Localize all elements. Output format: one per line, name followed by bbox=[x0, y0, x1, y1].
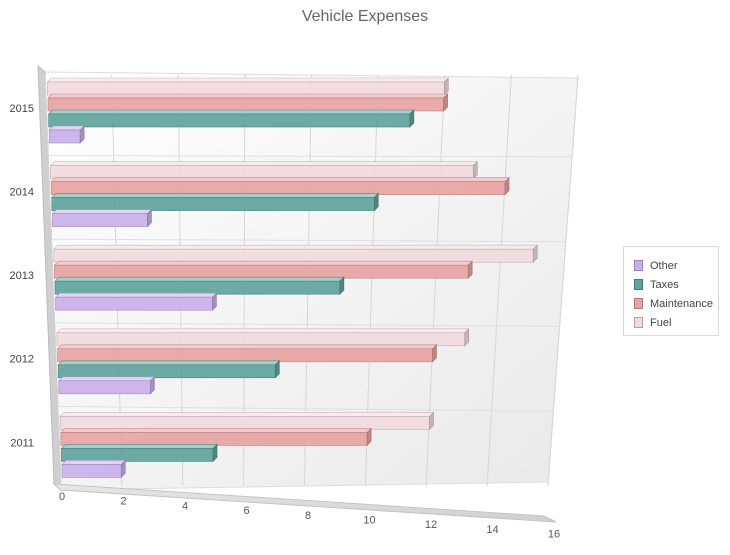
legend-swatch bbox=[634, 317, 643, 328]
legend-swatch bbox=[634, 260, 643, 271]
legend-label: Fuel bbox=[650, 316, 672, 329]
legend-item-taxes[interactable]: Taxes bbox=[634, 275, 718, 294]
category-label: 2015 bbox=[10, 103, 34, 115]
category-label: 2011 bbox=[10, 437, 34, 449]
legend-item-other[interactable]: Other bbox=[634, 256, 718, 275]
legend-item-fuel[interactable]: Fuel bbox=[634, 313, 718, 332]
gridline bbox=[44, 74, 62, 487]
chart-title: Vehicle Expenses bbox=[301, 8, 429, 25]
x-tick-label: 0 bbox=[59, 491, 65, 503]
category-separator bbox=[48, 155, 573, 158]
x-tick-label: 10 bbox=[363, 515, 375, 527]
bar-other-2015[interactable] bbox=[48, 125, 85, 144]
bar-maintenance-2015[interactable] bbox=[47, 93, 449, 112]
legend-swatch bbox=[634, 298, 643, 309]
x-tick-label: 8 bbox=[305, 510, 311, 522]
x-tick-label: 16 bbox=[548, 529, 560, 541]
legend-label: Other bbox=[650, 259, 678, 272]
bar-taxes-2015[interactable] bbox=[47, 109, 415, 128]
bar-fuel-2012[interactable] bbox=[56, 328, 470, 347]
legend: Other Taxes Maintenance Fuel bbox=[623, 246, 719, 336]
bar-maintenance-2012[interactable] bbox=[56, 344, 438, 363]
bar-fuel-2013[interactable] bbox=[53, 244, 538, 263]
x-tick-label: 6 bbox=[243, 505, 249, 517]
category-label: 2014 bbox=[10, 187, 34, 199]
gridline bbox=[486, 74, 512, 487]
x-tick-label: 14 bbox=[486, 524, 498, 536]
category-separator bbox=[57, 405, 555, 412]
bar-other-2014[interactable] bbox=[51, 208, 153, 228]
bar-other-2012[interactable] bbox=[58, 376, 156, 395]
x-tick-label: 4 bbox=[182, 500, 188, 512]
bar-taxes-2011[interactable] bbox=[60, 443, 218, 463]
bar-taxes-2012[interactable] bbox=[57, 360, 281, 379]
legend-swatch bbox=[634, 279, 643, 290]
bar-other-2011[interactable] bbox=[61, 459, 126, 479]
x-tick-label: 2 bbox=[120, 496, 126, 508]
legend-label: Taxes bbox=[650, 278, 679, 291]
bar-taxes-2013[interactable] bbox=[54, 276, 345, 295]
bar-fuel-2011[interactable] bbox=[59, 411, 435, 431]
category-separator bbox=[54, 322, 561, 327]
bar-maintenance-2013[interactable] bbox=[53, 260, 473, 279]
gridline bbox=[547, 74, 579, 487]
bar-other-2013[interactable] bbox=[54, 292, 218, 311]
bar-taxes-2014[interactable] bbox=[51, 192, 380, 212]
bar-maintenance-2011[interactable] bbox=[60, 427, 372, 447]
category-label: 2013 bbox=[10, 270, 34, 282]
bar-fuel-2014[interactable] bbox=[49, 160, 479, 180]
x-tick-label: 12 bbox=[425, 519, 437, 531]
floor bbox=[52, 483, 557, 523]
legend-label: Maintenance bbox=[650, 297, 713, 310]
bar-fuel-2015[interactable] bbox=[46, 77, 450, 96]
bar-maintenance-2014[interactable] bbox=[50, 176, 510, 196]
legend-item-maintenance[interactable]: Maintenance bbox=[634, 294, 718, 313]
category-label: 2012 bbox=[10, 354, 34, 366]
category-separator bbox=[51, 238, 567, 243]
